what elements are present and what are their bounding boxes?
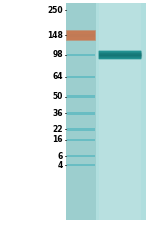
Text: 4: 4 bbox=[58, 161, 63, 170]
FancyBboxPatch shape bbox=[66, 30, 96, 41]
Bar bbox=[67, 31, 95, 40]
Bar bbox=[67, 31, 95, 40]
Text: 6: 6 bbox=[58, 152, 63, 161]
Bar bbox=[67, 31, 95, 40]
Bar bbox=[99, 3, 141, 220]
Bar bbox=[67, 31, 95, 40]
Bar bbox=[67, 112, 95, 114]
Bar bbox=[67, 31, 95, 40]
Bar bbox=[67, 31, 95, 40]
Bar bbox=[67, 31, 95, 40]
Bar bbox=[67, 54, 95, 56]
Bar bbox=[67, 31, 95, 40]
Bar bbox=[67, 95, 95, 98]
Text: 98: 98 bbox=[52, 50, 63, 60]
Bar bbox=[67, 31, 95, 40]
Bar bbox=[67, 31, 95, 40]
Bar bbox=[67, 31, 95, 40]
Bar bbox=[67, 76, 95, 78]
Bar bbox=[67, 164, 95, 166]
Bar bbox=[67, 31, 95, 40]
Bar bbox=[67, 31, 95, 40]
Bar bbox=[67, 31, 95, 40]
Bar bbox=[67, 34, 95, 37]
Bar bbox=[67, 139, 95, 141]
Bar bbox=[67, 31, 95, 40]
Text: 50: 50 bbox=[53, 92, 63, 101]
Bar bbox=[66, 3, 146, 220]
Bar bbox=[67, 31, 95, 40]
Bar bbox=[67, 31, 95, 40]
Bar bbox=[66, 3, 96, 220]
Bar bbox=[67, 31, 95, 40]
Text: 22: 22 bbox=[52, 125, 63, 134]
Bar bbox=[67, 31, 95, 40]
Text: 64: 64 bbox=[52, 72, 63, 81]
Text: 16: 16 bbox=[52, 135, 63, 144]
Text: 36: 36 bbox=[52, 109, 63, 118]
Text: 250: 250 bbox=[47, 6, 63, 15]
Bar bbox=[67, 31, 95, 40]
Bar bbox=[67, 31, 95, 40]
Bar bbox=[67, 31, 95, 40]
Bar bbox=[67, 31, 95, 40]
FancyBboxPatch shape bbox=[99, 51, 141, 59]
Bar bbox=[67, 31, 95, 40]
Text: 148: 148 bbox=[47, 31, 63, 40]
Bar bbox=[67, 128, 95, 131]
Bar bbox=[67, 31, 95, 40]
Bar bbox=[67, 31, 95, 40]
Bar bbox=[67, 31, 95, 40]
Bar bbox=[67, 31, 95, 40]
Bar bbox=[67, 31, 95, 40]
Bar bbox=[67, 31, 95, 40]
Bar bbox=[67, 155, 95, 157]
